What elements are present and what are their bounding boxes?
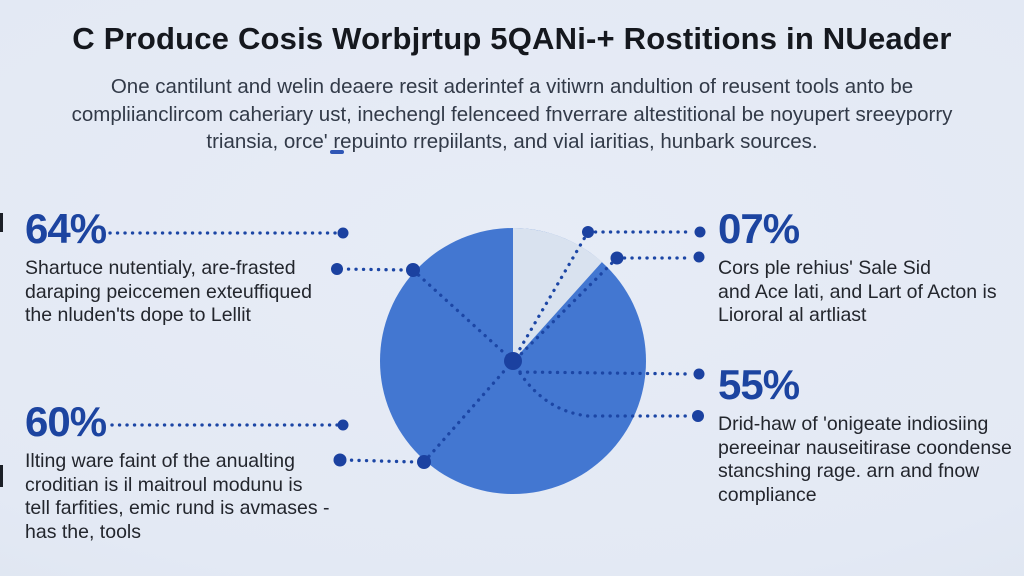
stat-64-value: 64%: [25, 205, 107, 252]
subtitle-line-2: compliianclircom caheriary ust, inecheng…: [71, 102, 953, 126]
pie-highlight-slice: [513, 227, 602, 361]
subtitle-line-1: One cantilunt and welin deaere resit ade…: [110, 75, 914, 98]
stat-07-description: Cors ple rehius' Sale Sid and Ace lati, …: [718, 257, 1018, 328]
connector-60-text: [342, 458, 418, 464]
stat-64-description: Shartuce nutentialy, are-frasted darapin…: [25, 257, 335, 328]
stat-07-line-2: and Ace lati, and Lart of Acton is: [718, 280, 997, 303]
stat-55-line-2: pereeinar nauseitirase coondense: [718, 436, 1012, 459]
pie-center-dot: [504, 352, 522, 370]
connector-07-radius-a: [512, 230, 590, 361]
connector-55-percent: [518, 370, 693, 376]
stat-60-value: 60%: [25, 398, 107, 445]
stat-60-line-2: croditian is il maitroul modunu is: [25, 473, 303, 496]
stat-60-line-4: has the, tools: [25, 520, 141, 543]
subtitle-line-3: triansia, orce' repuinto rrepiilants, an…: [206, 130, 818, 153]
stat-60-description: Ilting ware faint of the anualting crodi…: [25, 450, 335, 544]
stat-64-line-3: the nluden'ts dope to Lellit: [25, 304, 251, 326]
elbow-dot-07-text: [610, 251, 624, 265]
stat-right-top: 07% Cors ple rehius' Sale Sid and Ace la…: [718, 206, 1018, 328]
stat-55-line-4: compliance: [718, 483, 817, 506]
left-edge-mark: [0, 465, 3, 487]
leader-dot-55-text: [692, 410, 704, 422]
stat-55-line-3: stancshing rage. arn and fnow: [718, 460, 980, 482]
stat-07-line-1: Cors ple rehius' Sale Sid: [718, 257, 931, 279]
stat-07-line-3: Liororal al artliast: [718, 304, 867, 326]
leader-dot-07-text: [693, 251, 705, 263]
connector-dots: [331, 226, 706, 469]
pie-edge-dot-60: [417, 455, 431, 469]
connector-60-radius: [422, 359, 515, 464]
stat-64-line-1: Shartuce nutentialy, are-frasted: [25, 257, 296, 279]
stat-07-value: 07%: [718, 205, 800, 252]
stat-left-top: 64% Shartuce nutentialy, are-frasted dar…: [25, 206, 335, 328]
pie-edge-dot-64: [406, 263, 420, 277]
connector-55-text: [514, 365, 692, 418]
leader-dot-60-percent: [337, 419, 349, 431]
left-edge-mark: [0, 213, 3, 232]
leader-dot-64-percent: [337, 227, 349, 239]
leader-dot-60-text: [333, 453, 347, 467]
page-subtitle: One cantilunt and welin deaere resit ade…: [0, 73, 1024, 156]
connector-lines: [108, 230, 695, 464]
connector-64-radius: [411, 268, 515, 363]
elbow-dot-07-percent: [582, 226, 594, 238]
stat-55-value: 55%: [718, 361, 800, 408]
stat-right-bottom: 55% Drid-haw of 'onigeate indiosiing per…: [718, 362, 1018, 507]
connector-07-radius-b: [514, 256, 619, 361]
stat-60-line-3: tell farfities, emic rund is avmases -: [25, 497, 330, 519]
stray-blue-dash: [330, 150, 344, 154]
leader-dot-55-percent: [693, 368, 705, 380]
leader-dot-64-text: [331, 263, 343, 275]
stat-60-line-1: Ilting ware faint of the anualting: [25, 450, 295, 472]
stat-55-line-1: Drid-haw of 'onigeate indiosiing: [718, 413, 989, 435]
page-title: C Produce Cosis Worbjrtup 5QANi-+ Rostit…: [72, 21, 952, 56]
leader-dot-07-percent: [694, 226, 706, 238]
stat-left-bottom: 60% Ilting ware faint of the anualting c…: [25, 399, 335, 544]
stat-64-line-2: daraping peiccemen exteuffiqued: [25, 280, 312, 303]
stat-55-description: Drid-haw of 'onigeate indiosiing pereein…: [718, 413, 1018, 507]
connector-64-text: [339, 267, 408, 272]
